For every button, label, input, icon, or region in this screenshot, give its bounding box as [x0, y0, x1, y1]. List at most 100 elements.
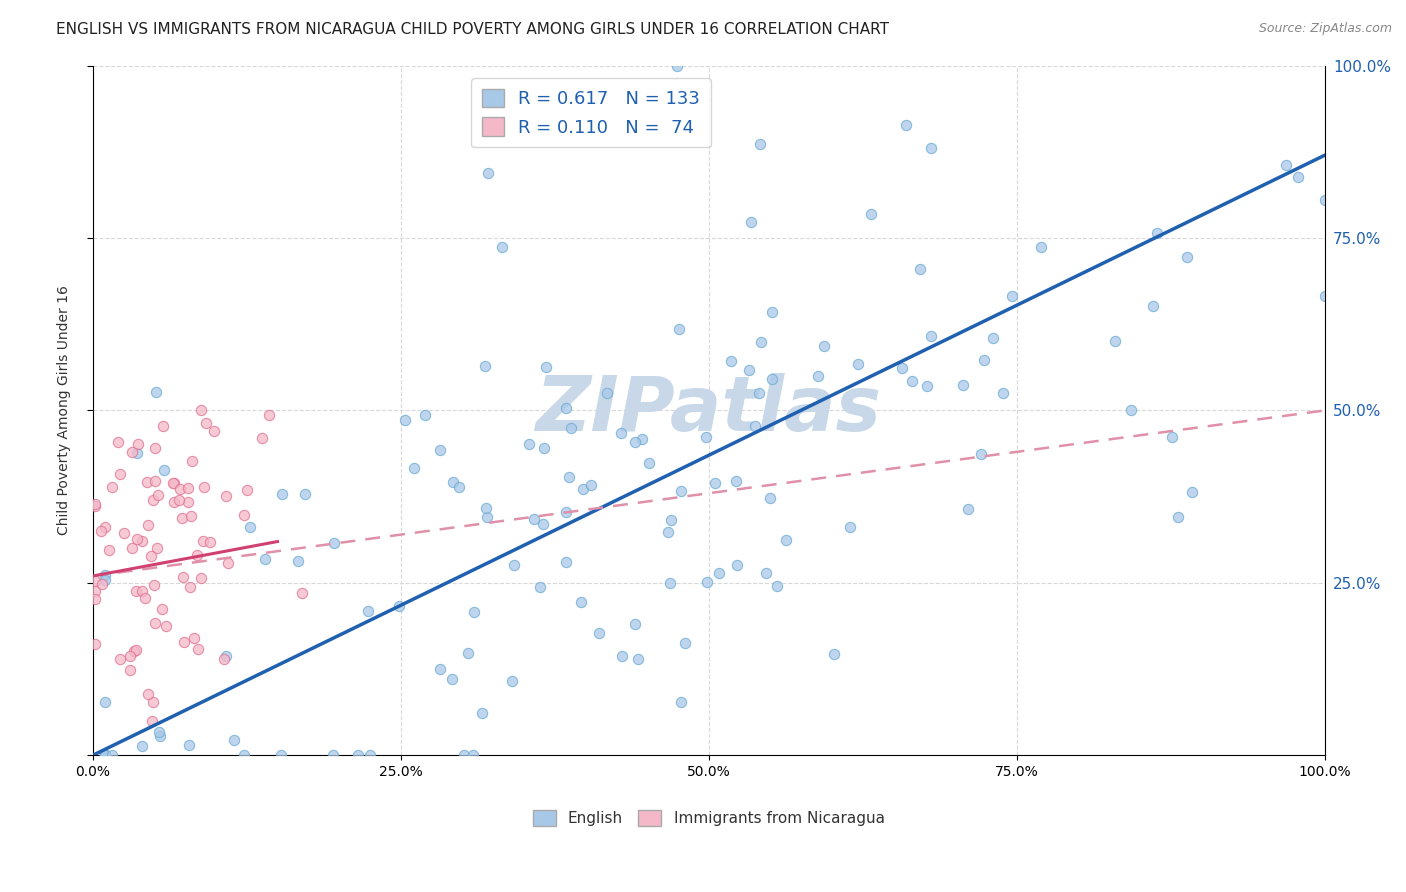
Point [749, 137, 772, 152]
Point [695, 430, 717, 444]
Point [173, 635, 195, 649]
Point [239, 519, 262, 533]
Point [704, 475, 727, 490]
Point [623, 617, 645, 632]
Point [145, 384, 167, 399]
Point [429, 443, 451, 458]
Point [357, 604, 380, 618]
Point [101, 748, 124, 763]
Point [270, 748, 292, 763]
Point [890, 361, 912, 376]
Point [177, 495, 200, 509]
Point [146, 541, 169, 555]
Point [474, 359, 496, 373]
Point [823, 647, 845, 661]
Point [751, 334, 773, 349]
Y-axis label: Child Poverty Among Girls Under 16: Child Poverty Among Girls Under 16 [58, 285, 72, 535]
Point [991, 386, 1014, 401]
Point [94, 748, 117, 763]
Point [94, 748, 117, 763]
Point [477, 166, 499, 180]
Point [920, 329, 942, 343]
Point [581, 478, 603, 492]
Point [148, 488, 170, 502]
Point [555, 555, 578, 569]
Point [981, 331, 1004, 345]
Point [429, 662, 451, 676]
Point [120, 648, 142, 663]
Point [142, 577, 165, 591]
Point [125, 584, 148, 599]
Point [143, 442, 166, 456]
Point [908, 262, 931, 277]
Point [224, 733, 246, 747]
Point [254, 551, 277, 566]
Point [127, 437, 149, 451]
Point [761, 305, 783, 319]
Point [322, 748, 344, 763]
Point [94, 568, 117, 582]
Point [120, 663, 142, 677]
Point [1313, 288, 1336, 302]
Point [136, 687, 159, 701]
Point [167, 493, 190, 508]
Point [659, 513, 682, 527]
Point [131, 739, 153, 753]
Point [659, 576, 682, 591]
Point [150, 601, 173, 615]
Point [394, 413, 416, 427]
Point [477, 510, 499, 524]
Point [142, 492, 165, 507]
Point [725, 558, 748, 572]
Point [200, 535, 222, 549]
Point [250, 431, 273, 445]
Point [624, 434, 647, 449]
Point [917, 379, 939, 393]
Point [84, 637, 107, 651]
Point [631, 432, 654, 446]
Point [463, 606, 485, 620]
Point [101, 481, 124, 495]
Point [744, 418, 766, 433]
Point [138, 518, 160, 533]
Point [523, 512, 546, 526]
Point [193, 480, 215, 494]
Point [588, 625, 610, 640]
Point [952, 377, 974, 392]
Point [388, 599, 411, 613]
Point [90, 577, 112, 591]
Point [720, 354, 742, 368]
Point [186, 549, 208, 563]
Point [190, 403, 212, 417]
Point [98, 542, 121, 557]
Point [170, 510, 193, 524]
Point [1104, 334, 1126, 348]
Point [152, 419, 174, 434]
Point [846, 357, 869, 371]
Point [149, 729, 172, 743]
Point [970, 447, 993, 461]
Point [125, 532, 148, 546]
Point [761, 372, 783, 386]
Point [657, 525, 679, 540]
Point [141, 714, 163, 728]
Point [536, 359, 558, 374]
Point [163, 475, 186, 490]
Text: ZIPatlas: ZIPatlas [536, 374, 882, 448]
Point [148, 725, 170, 739]
Point [180, 509, 202, 524]
Point [596, 386, 619, 401]
Point [271, 487, 294, 501]
Point [294, 486, 316, 500]
Point [94, 520, 117, 534]
Point [187, 641, 209, 656]
Point [121, 541, 143, 556]
Point [195, 416, 218, 430]
Point [1167, 509, 1189, 524]
Point [1175, 250, 1198, 264]
Point [560, 421, 582, 435]
Point [346, 748, 368, 763]
Point [169, 483, 191, 497]
Point [1146, 226, 1168, 240]
Point [531, 516, 554, 531]
